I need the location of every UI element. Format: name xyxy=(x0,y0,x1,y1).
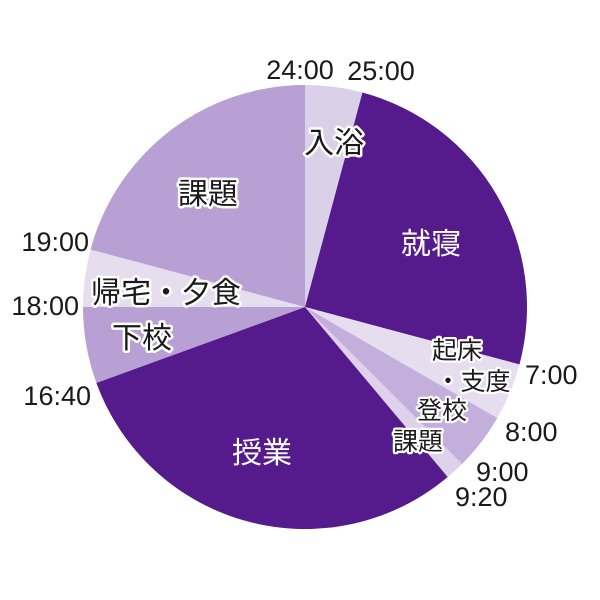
svg-text:課題: 課題 xyxy=(393,422,443,458)
svg-text:24:00: 24:00 xyxy=(266,55,334,85)
svg-text:就寝: 就寝 xyxy=(401,219,461,263)
svg-text:16:40: 16:40 xyxy=(23,381,91,411)
svg-text:7:00: 7:00 xyxy=(525,360,578,390)
svg-text:入浴: 入浴 xyxy=(304,118,364,162)
svg-text:19:00: 19:00 xyxy=(21,227,89,257)
svg-text:課題: 課題 xyxy=(178,169,238,213)
svg-text:18:00: 18:00 xyxy=(11,291,79,321)
svg-text:9:20: 9:20 xyxy=(455,482,508,512)
svg-text:帰宅・夕食: 帰宅・夕食 xyxy=(91,268,241,312)
svg-text:下校: 下校 xyxy=(112,313,172,357)
svg-text:8:00: 8:00 xyxy=(505,417,558,447)
svg-text:25:00: 25:00 xyxy=(347,56,415,86)
svg-text:授業: 授業 xyxy=(232,428,292,472)
